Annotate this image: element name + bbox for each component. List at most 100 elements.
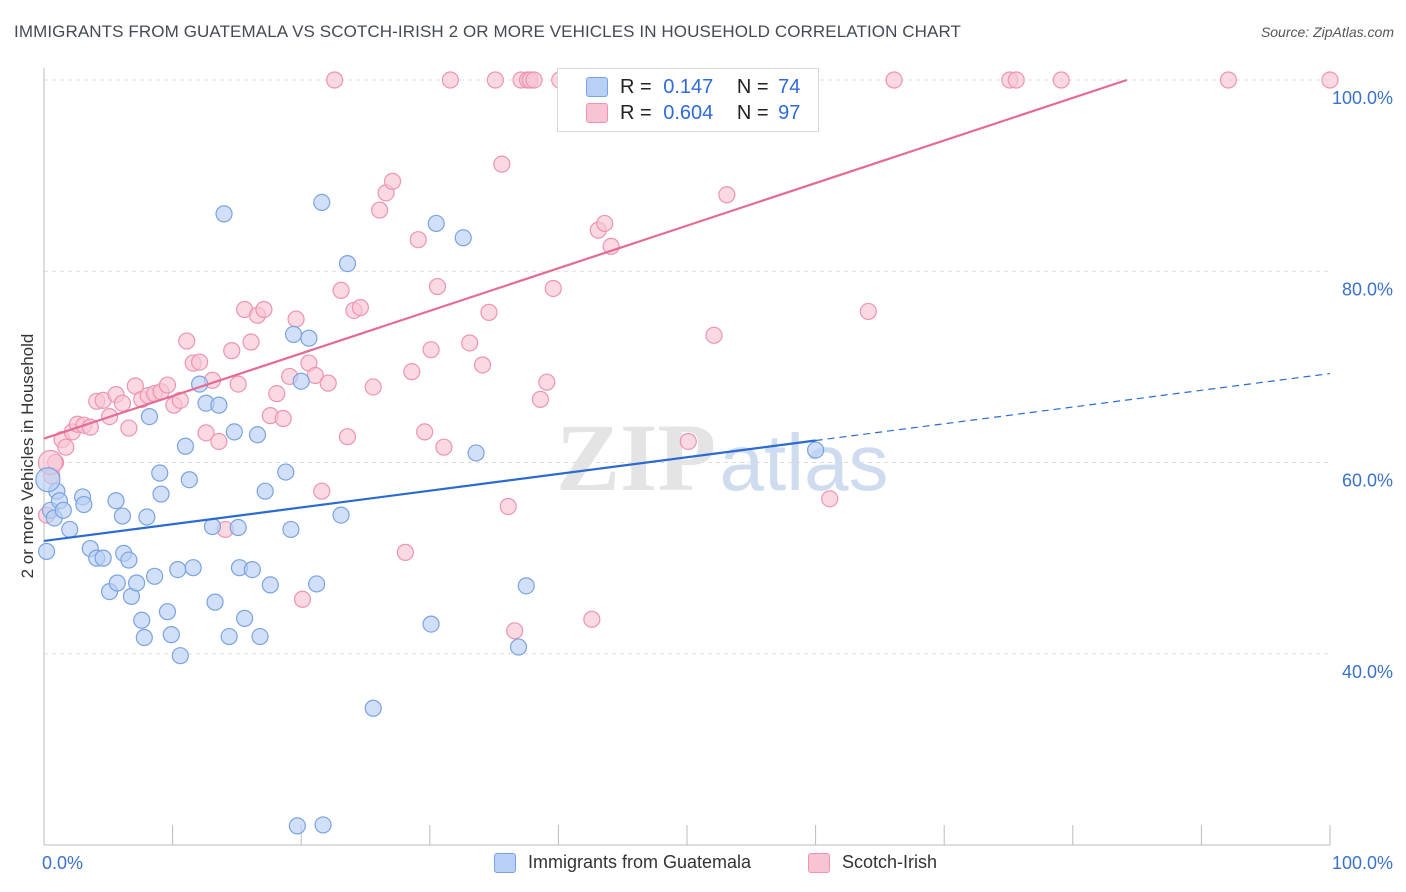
legend-swatch-guatemala — [586, 77, 608, 97]
data-point — [364, 699, 382, 717]
legend-item-scotch-irish: Scotch-Irish — [808, 852, 937, 873]
data-point — [158, 376, 177, 394]
data-point — [705, 326, 723, 344]
data-point — [138, 508, 156, 526]
data-point — [37, 542, 56, 561]
data-point — [596, 214, 614, 233]
data-point — [396, 543, 414, 561]
data-point — [583, 610, 601, 628]
data-point — [236, 609, 254, 627]
data-point — [282, 520, 300, 539]
data-point — [35, 467, 61, 493]
data-point — [467, 444, 485, 462]
data-point — [229, 518, 247, 537]
data-point — [383, 172, 402, 190]
data-point — [184, 559, 202, 577]
data-point — [176, 437, 195, 455]
data-point — [180, 471, 198, 489]
data-point — [338, 255, 357, 273]
legend-label-guatemala: Immigrants from Guatemala — [528, 852, 752, 872]
tick-labels: 100.0% 80.0% 60.0% 40.0% 0.0% 100.0% — [42, 88, 1393, 873]
data-point — [1007, 71, 1025, 89]
legend-n-label: N = — [736, 101, 769, 124]
data-point — [206, 593, 224, 611]
watermark: ZIP atlas — [556, 404, 889, 511]
data-point — [197, 424, 215, 442]
data-point — [308, 575, 326, 593]
data-point — [220, 627, 238, 646]
watermark-atlas: atlas — [720, 418, 889, 507]
data-point — [152, 485, 170, 503]
data-point — [885, 71, 903, 89]
legend-label-scotch-irish: Scotch-Irish — [842, 852, 938, 872]
data-point — [1052, 71, 1070, 89]
data-point — [277, 463, 295, 481]
data-point — [313, 482, 331, 500]
data-point — [332, 281, 350, 299]
data-point — [243, 560, 261, 579]
data-point — [210, 432, 228, 451]
legend-n-value: 97 — [778, 101, 801, 124]
data-point — [859, 302, 877, 321]
data-point — [313, 193, 331, 211]
data-point — [81, 418, 99, 436]
data-point — [1321, 71, 1339, 89]
data-point — [806, 441, 825, 459]
data-point — [242, 333, 260, 351]
legend-r-label: R = — [620, 101, 652, 124]
correlation-legend: R = 0.147 N = 74 R = 0.604 N = 97 — [557, 68, 819, 132]
data-point — [338, 428, 357, 446]
data-point — [256, 482, 274, 500]
data-point — [113, 394, 132, 412]
source-label: Source: ZipAtlas.com — [1260, 24, 1394, 40]
data-point — [133, 611, 151, 629]
data-point — [509, 638, 528, 656]
trend-line-scotch-irish — [43, 78, 1128, 440]
data-point — [284, 325, 303, 343]
data-point — [171, 647, 189, 665]
data-point — [288, 817, 306, 835]
data-point — [351, 298, 369, 317]
data-point — [416, 423, 434, 441]
data-point — [162, 626, 180, 644]
data-point — [151, 464, 169, 482]
series-guatemala — [35, 193, 825, 835]
data-point — [314, 816, 332, 834]
data-point — [454, 229, 472, 247]
data-point — [229, 375, 247, 393]
data-point — [441, 71, 459, 89]
data-point — [54, 501, 72, 519]
data-point — [107, 492, 125, 510]
data-point — [94, 549, 112, 567]
data-point — [300, 329, 318, 347]
legend-r-label: R = — [620, 75, 652, 98]
data-point — [332, 506, 350, 524]
data-point — [120, 419, 138, 437]
y-axis-label: 2 or more Vehicles in Household — [18, 333, 37, 579]
legend-n-label: N = — [736, 75, 769, 98]
data-point — [461, 334, 479, 352]
x-tick-label: 0.0% — [42, 853, 83, 873]
legend-swatch-guatemala — [494, 852, 516, 873]
data-point — [679, 432, 697, 451]
data-point — [544, 279, 562, 298]
data-point — [287, 310, 305, 328]
data-point — [531, 390, 549, 408]
data-point — [274, 409, 292, 428]
data-point — [428, 277, 447, 296]
data-point — [493, 155, 511, 173]
data-point — [422, 341, 440, 359]
data-point — [506, 622, 524, 640]
data-point — [158, 603, 177, 621]
data-point — [255, 300, 273, 319]
y-tick-label: 40.0% — [1342, 662, 1393, 682]
data-point — [215, 205, 233, 223]
data-point — [473, 356, 492, 374]
data-point — [403, 363, 421, 381]
x-tick-label: 100.0% — [1332, 853, 1393, 873]
data-point — [1219, 71, 1238, 89]
data-point — [61, 520, 79, 539]
data-point — [326, 71, 344, 89]
data-point — [145, 567, 164, 585]
